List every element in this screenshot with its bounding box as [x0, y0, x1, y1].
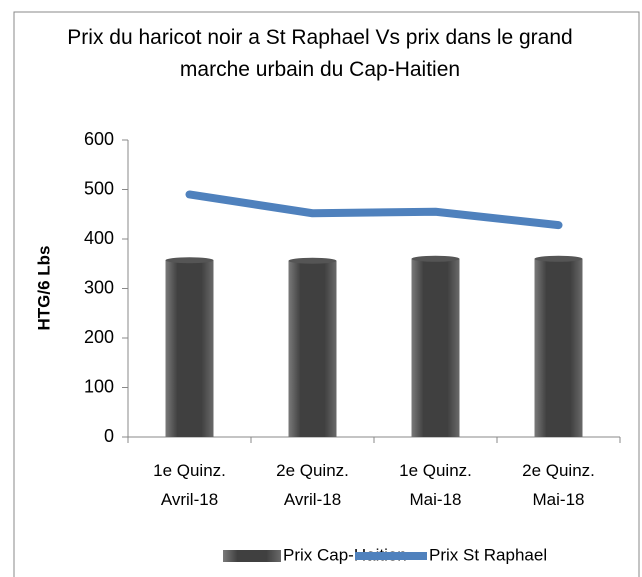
y-tick-label: 600 — [84, 129, 114, 149]
chart-border — [13, 11, 640, 577]
bar-top — [534, 255, 583, 262]
y-tick-label: 100 — [84, 376, 114, 396]
bar-top — [411, 255, 460, 262]
x-tick-label: 2e Quinz. Avril-18 — [276, 461, 349, 509]
legend-label: Prix St Raphael — [429, 545, 547, 564]
y-tick-label: 500 — [84, 178, 114, 198]
bar-top — [165, 257, 214, 264]
x-tick-label: 2e Quinz. Mai-18 — [522, 461, 595, 509]
y-tick-label: 200 — [84, 327, 114, 347]
y-tick-label: 0 — [104, 426, 114, 446]
y-tick-label: 400 — [84, 228, 114, 248]
x-tick-label: 1e Quinz. Avril-18 — [153, 461, 226, 509]
bar — [411, 258, 460, 437]
y-tick-label: 300 — [84, 277, 114, 297]
bar — [165, 260, 214, 437]
bar — [288, 260, 337, 437]
y-axis-label: HTG/6 Lbs — [34, 245, 53, 330]
x-tick-label: 1e Quinz. Mai-18 — [399, 461, 472, 509]
bar-top — [288, 257, 337, 264]
chart-title: Prix du haricot noir a St Raphael Vs pri… — [67, 26, 573, 81]
bar — [534, 258, 583, 437]
legend-swatch — [223, 550, 281, 562]
line — [185, 190, 563, 230]
